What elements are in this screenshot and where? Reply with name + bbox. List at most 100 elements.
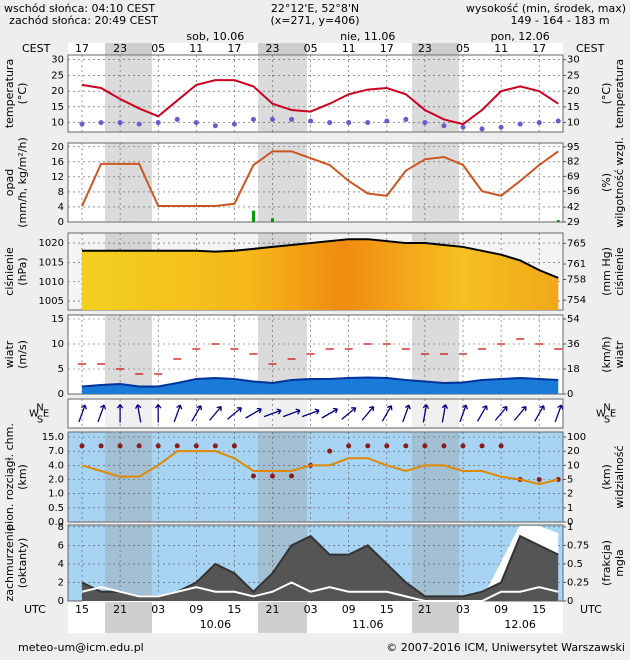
compass-label: W [596,409,606,420]
dot [79,443,85,449]
axis-label: (mm/h, kg/m²/h) [16,137,29,228]
y-tick-label: 1.0 [48,489,64,500]
y2-tick-label: 69 [567,171,580,182]
dot [136,443,142,449]
y2-tick-label: 0.5 [567,559,583,570]
axis-label: (%) [600,173,613,192]
dot [98,443,104,449]
night-band [412,43,459,55]
wind-arrow [402,404,411,423]
compass-label: N [36,403,43,414]
sunrise: wschód słońca: 04:10 CEST [4,2,155,15]
time-zone: CEST [576,42,605,55]
dot [136,121,142,127]
night-band [105,601,152,633]
y2-tick-label: 82 [567,157,580,168]
y2-tick-label: 1 [567,503,573,514]
y2-tick-label: 95 [567,142,580,153]
wind-arrow [422,404,430,423]
wind-arrow [476,405,488,422]
wind-arrow [534,405,545,422]
wind-arrow [78,404,88,423]
sunset: zachód słońca: 20:49 CEST [9,14,158,27]
dot [174,443,180,449]
axis-label: ciśnienie [613,247,626,296]
hour-label: 05 [456,42,470,55]
dot [193,120,199,126]
compass-label: E [43,409,49,420]
y2-tick-label: 15 [567,102,580,113]
y-tick-label: 15 [51,314,64,325]
day-label: pon, 12.06 [491,30,550,43]
axis-label: wiatr [613,340,626,368]
hour-label: 11 [494,42,508,55]
wind-arrow [282,408,301,418]
hour-label: 11 [189,42,203,55]
dot [270,116,275,122]
dot [231,443,237,449]
y2-tick-label: 5 [567,475,573,486]
hour-label: 23 [113,42,127,55]
wind-arrow [459,404,469,423]
axis-label: pion. rozciągł. chm. [3,423,16,531]
footer-copyright: © 2007-2016 ICM, Uniwersytet Warszawski [386,641,625,654]
y2-tick-label: 10 [567,118,580,129]
time-zone: CEST [22,42,51,55]
y2-tick-label: 54 [567,314,580,325]
y-tick-label: 10 [51,118,64,129]
day-label: nie, 11.06 [340,30,395,43]
panel [67,398,564,429]
night-band [258,55,307,132]
y2-tick-label: 30 [567,55,580,66]
axis-label: temperatura [3,59,16,128]
y2-tick-label: 18 [567,364,580,375]
y-tick-label: 10 [51,339,64,350]
night-band [412,399,459,428]
night-band [105,143,152,222]
axis-label: (mm Hg) [600,247,613,296]
y-tick-label: 20 [51,86,64,97]
axis-label: zachmurzenie [3,524,16,601]
panel [67,54,564,133]
night-band [258,601,307,633]
compass-label: S [604,415,610,426]
night-band [105,43,152,55]
night-band [412,432,459,522]
y2-tick-label: 42 [567,202,580,213]
y-tick-label: 5 [58,364,64,375]
y2-tick-label: 0.25 [567,577,589,588]
axis-label: (°C) [16,83,29,105]
hour-label: 09 [342,603,356,616]
axis-label: temperatura [613,59,626,128]
y2-tick-label: 758 [567,275,586,286]
line [81,79,559,126]
hour-label: 17 [227,42,241,55]
y-tick-label: 8 [58,187,64,198]
dot [441,123,447,129]
compass-label: N [603,403,610,414]
y2-tick-label: 36 [567,339,580,350]
dot [422,120,428,126]
dot [250,116,256,122]
hour-label: 05 [304,42,318,55]
dot [117,120,123,126]
hour-label: 09 [494,603,508,616]
axis-label: wiatr [3,340,16,368]
y-tick-label: 1005 [39,296,64,307]
axis-label: (hPa) [16,257,29,285]
y-tick-label: 7.0 [48,446,64,457]
dot [460,443,466,449]
line [81,150,559,208]
y-tick-label: 4 [58,559,64,570]
wind-arrow [494,405,508,421]
axis-label: (km/h) [600,336,613,372]
area [82,239,559,310]
night-band [258,399,307,428]
hour-label: 17 [75,42,89,55]
dot [536,477,542,482]
night-band [258,43,307,55]
hour-label: 17 [380,42,394,55]
axis-label: wilgotność wzgl. [613,137,626,227]
dot [155,443,161,449]
dot [365,120,371,126]
